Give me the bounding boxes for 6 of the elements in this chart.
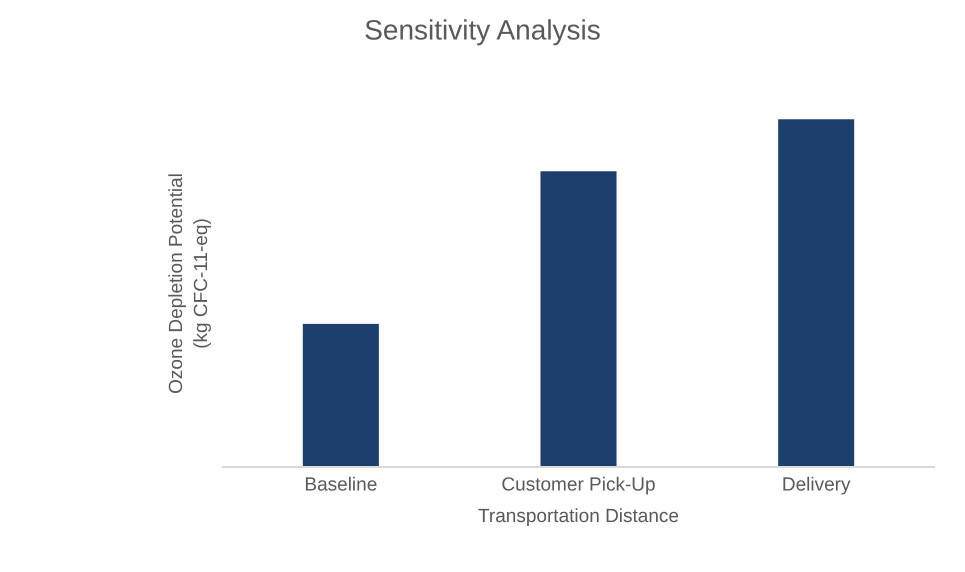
- x-tick-label: Customer Pick-Up: [501, 474, 656, 496]
- chart-title: Sensitivity Analysis: [364, 14, 601, 46]
- x-tick-label: Baseline: [304, 474, 378, 496]
- x-tick-label: Delivery: [782, 474, 851, 496]
- x-axis-title: Transportation Distance: [478, 506, 680, 527]
- y-axis-title: Ozone Depletion Potential (kg CFC-11-eq): [166, 173, 212, 394]
